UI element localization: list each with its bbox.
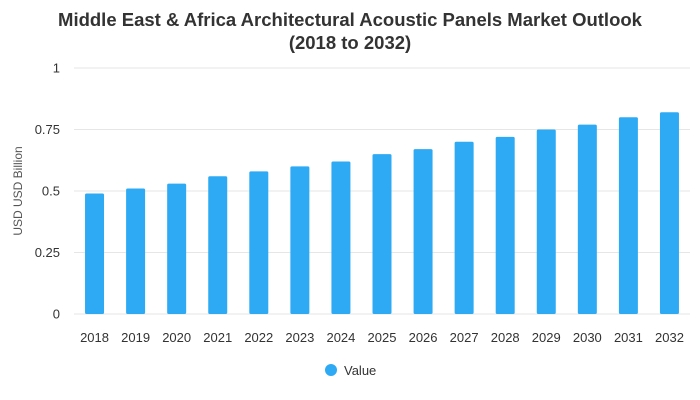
bars — [85, 112, 679, 314]
bar-2024[interactable] — [331, 161, 351, 314]
x-tick-label-2020: 2020 — [162, 330, 191, 345]
y-axis-title: USD USD Billion — [11, 146, 25, 235]
legend[interactable]: Value — [325, 363, 376, 378]
x-tick-label-2028: 2028 — [491, 330, 520, 345]
bar-2018[interactable] — [85, 193, 105, 314]
x-axis-ticks: 2018 2019 2020 2021 2022 2023 2024 2025 2026 2027… — [80, 330, 684, 345]
legend-marker-value — [325, 364, 337, 376]
x-tick-label-2027: 2027 — [450, 330, 479, 345]
y-tick-label: 0 — [53, 307, 60, 322]
bar-2022[interactable] — [249, 171, 269, 314]
bar-2023[interactable] — [290, 166, 310, 314]
bar-2026[interactable] — [413, 149, 433, 314]
x-tick-label-2025: 2025 — [368, 330, 397, 345]
y-tick-label: 0.5 — [42, 184, 60, 199]
chart-title: Middle East & Africa Architectural Acous… — [0, 8, 700, 54]
x-tick-label-2022: 2022 — [244, 330, 273, 345]
bar-2032[interactable] — [659, 112, 679, 314]
x-tick-label-2032: 2032 — [655, 330, 684, 345]
x-tick-label-2030: 2030 — [573, 330, 602, 345]
y-axis-ticks: 0 0.25 0.5 0.75 1 — [35, 61, 60, 322]
x-tick-label-2031: 2031 — [614, 330, 643, 345]
bar-2025[interactable] — [372, 154, 392, 314]
bar-2028[interactable] — [495, 136, 515, 314]
legend-label-value: Value — [344, 363, 376, 378]
bar-2020[interactable] — [167, 183, 187, 314]
bar-2027[interactable] — [454, 141, 474, 314]
x-tick-label-2024: 2024 — [326, 330, 355, 345]
x-tick-label-2021: 2021 — [203, 330, 232, 345]
y-tick-label: 1 — [53, 61, 60, 76]
bar-2021[interactable] — [208, 176, 228, 314]
x-tick-label-2018: 2018 — [80, 330, 109, 345]
bar-2019[interactable] — [126, 188, 146, 314]
x-tick-label-2019: 2019 — [121, 330, 150, 345]
y-tick-label: 0.25 — [35, 245, 60, 260]
x-tick-label-2029: 2029 — [532, 330, 561, 345]
x-tick-label-2026: 2026 — [409, 330, 438, 345]
chart-title-line1: Middle East & Africa Architectural Acous… — [58, 9, 642, 30]
chart-title-line2: (2018 to 2032) — [288, 32, 412, 53]
bar-2030[interactable] — [577, 124, 597, 314]
bar-2031[interactable] — [618, 117, 638, 314]
x-tick-label-2023: 2023 — [285, 330, 314, 345]
y-tick-label: 0.75 — [35, 122, 60, 137]
bar-2029[interactable] — [536, 129, 556, 315]
